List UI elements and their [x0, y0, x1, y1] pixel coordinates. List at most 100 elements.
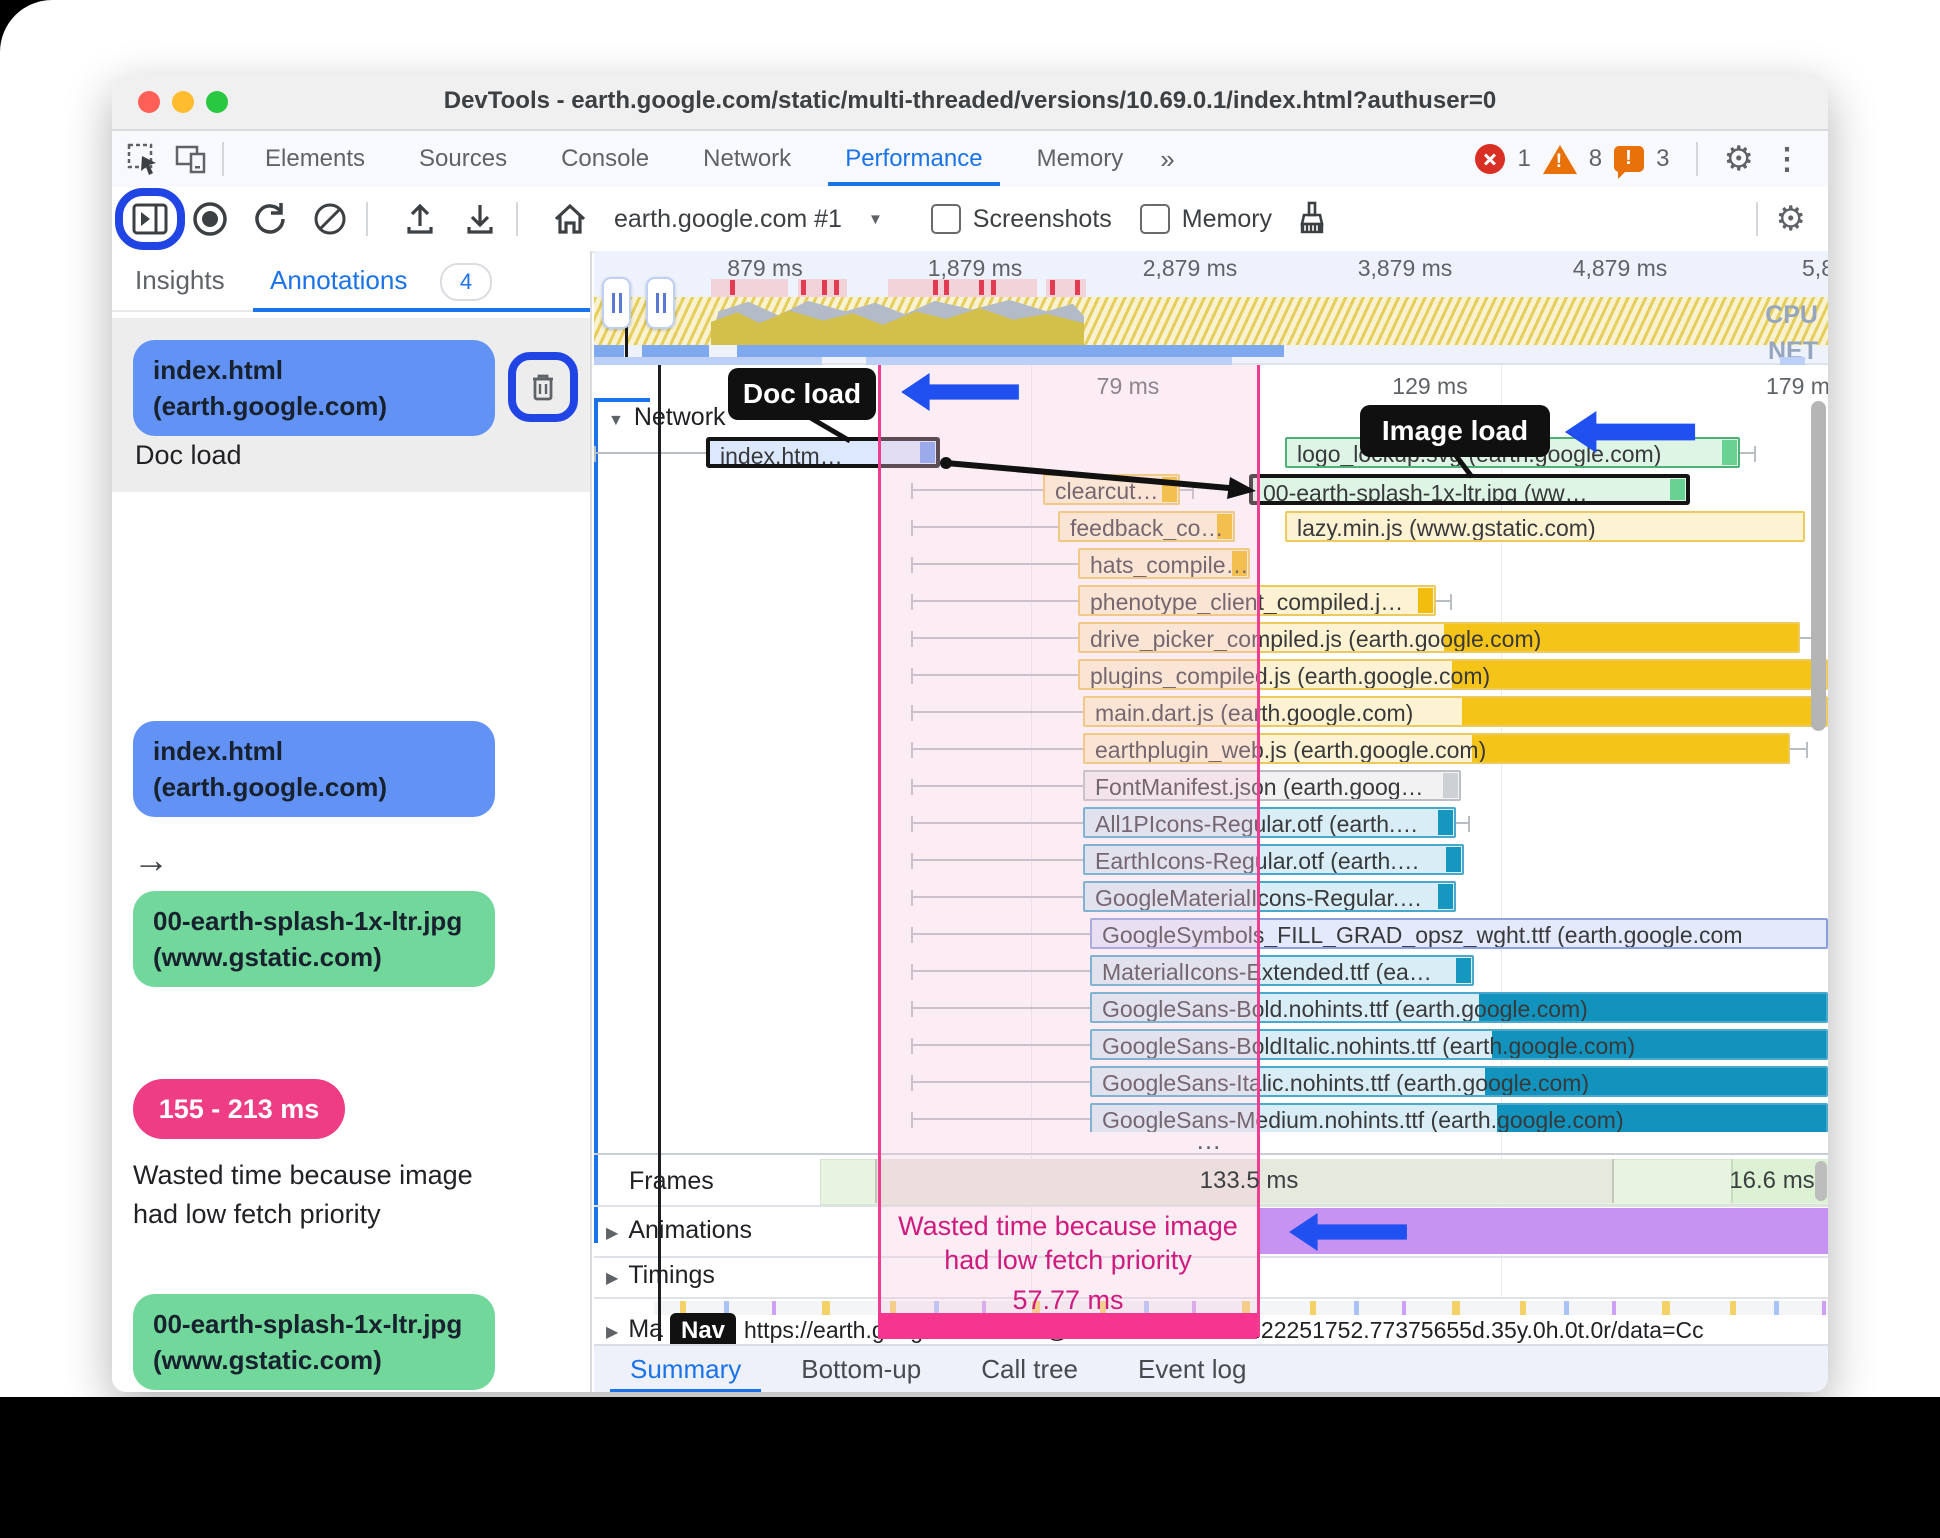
expand-rows-button[interactable]: … — [1195, 1125, 1225, 1155]
issues-icon[interactable] — [1614, 146, 1645, 179]
animations-track-label[interactable]: ▶ Animations — [606, 1216, 752, 1244]
request-lazy-min-js[interactable]: lazy.min.js (www.gstatic.com) — [1285, 511, 1805, 542]
doc-load-annotation-chip[interactable]: Doc load — [728, 368, 876, 420]
download-profile-icon[interactable] — [458, 197, 502, 241]
capture-settings-gear-icon[interactable]: ⚙ — [1775, 200, 1806, 238]
kebab-menu-icon[interactable]: ⋮ — [1772, 142, 1802, 176]
minimize-window-button[interactable] — [172, 91, 194, 113]
tab-performance[interactable]: Performance — [818, 132, 1009, 186]
overview-longtask-mark — [822, 280, 827, 295]
main-track-label[interactable]: ▶ Ma — [606, 1315, 664, 1343]
request-label: drive_picker_compiled.js (earth.google.c… — [1090, 626, 1542, 652]
timeline-overview[interactable]: 879 ms 1,879 ms 2,879 ms 3,879 ms 4,879 ms 5,… — [594, 251, 1828, 369]
request-whisker — [911, 705, 1083, 721]
error-count: 1 — [1517, 145, 1531, 172]
home-icon[interactable] — [548, 197, 592, 241]
overview-longtask-mark — [944, 280, 949, 295]
tab-bottom-up[interactable]: Bottom-up — [801, 1354, 922, 1384]
request-drive-picker[interactable]: drive_picker_compiled.js (earth.google.c… — [1078, 622, 1800, 653]
overview-longtask-mark — [834, 280, 839, 295]
memory-checkbox[interactable] — [1139, 204, 1170, 234]
close-window-button[interactable] — [138, 91, 160, 113]
wasted-time-value: 57.77 ms — [1012, 1285, 1124, 1315]
frames-scrollbar[interactable] — [1815, 1161, 1827, 1201]
annotation-pill-index-html[interactable]: index.html (earth.google.com) — [133, 340, 495, 436]
request-whisker — [911, 816, 1083, 832]
reload-record-button[interactable] — [248, 197, 292, 241]
request-transfer-segment — [1485, 1068, 1826, 1095]
annotation-label[interactable]: Doc load — [135, 440, 242, 470]
tab-sources[interactable]: Sources — [419, 145, 508, 172]
delete-annotation-button[interactable] — [508, 352, 578, 422]
request-materialicons-ext[interactable]: MaterialIcons-Extended.ttf (ea… — [1090, 955, 1474, 986]
sidebar-tabs: Insights Annotations 4 — [112, 251, 590, 312]
nav-annotation-chip[interactable]: Nav — [670, 1313, 736, 1344]
doc-load-pointer-arrow — [901, 373, 1019, 411]
annotation-pill-earth-splash[interactable]: 00-earth-splash-1x-ltr.jpg (www.gstatic.… — [133, 891, 495, 987]
request-earthplugin[interactable]: earthplugin_web.js (earth.google.com) — [1083, 733, 1790, 764]
request-gs-italic[interactable]: GoogleSans-Italic.nohints.ttf (earth.goo… — [1090, 1066, 1828, 1097]
timings-track-label[interactable]: ▶ Timings — [606, 1261, 715, 1289]
short-frame-bar[interactable] — [1731, 1159, 1828, 1203]
request-feedback[interactable]: feedback_co… — [1058, 511, 1235, 542]
long-frame-bar[interactable] — [875, 1159, 1614, 1203]
frame-duration-value: 16.6 ms — [1729, 1167, 1815, 1194]
request-gmaterialicons[interactable]: GoogleMaterialIcons-Regular.… — [1083, 881, 1456, 912]
tab-console[interactable]: Console — [561, 145, 650, 172]
frame-duration-value: 133.5 ms — [1199, 1167, 1299, 1194]
error-icon[interactable] — [1475, 144, 1506, 174]
network-scrollbar[interactable] — [1811, 401, 1826, 731]
request-label: plugins_compiled.js (earth.google.com) — [1090, 663, 1491, 689]
chevron-down-icon[interactable]: ▼ — [867, 210, 883, 228]
request-label: feedback_co… — [1070, 515, 1224, 541]
request-gs-bold[interactable]: GoogleSans-Bold.nohints.ttf (earth.googl… — [1090, 992, 1828, 1023]
request-earth-splash[interactable]: 00-earth-splash-1x-ltr.jpg (ww… — [1249, 474, 1690, 505]
annotation-entry-doc-load[interactable]: index.html (earth.google.com) Doc load — [112, 318, 590, 492]
settings-gear-icon[interactable]: ⚙ — [1723, 140, 1754, 178]
tab-elements[interactable]: Elements — [265, 145, 366, 172]
request-plugins[interactable]: plugins_compiled.js (earth.google.com) — [1078, 659, 1828, 690]
request-googlesymbols[interactable]: GoogleSymbols_FILL_GRAD_opsz_wght.ttf (e… — [1090, 918, 1828, 949]
annotation-label[interactable]: Wasted time because image had low fetch … — [133, 1160, 473, 1229]
tab-network[interactable]: Network — [703, 145, 792, 172]
more-tabs-button[interactable]: » — [1160, 143, 1177, 174]
tab-summary[interactable]: Summary — [606, 1347, 765, 1392]
annotation-pill-index-html[interactable]: index.html (earth.google.com) — [133, 721, 495, 817]
frames-track-label[interactable]: Frames — [629, 1167, 714, 1195]
overview-left-drag-handle[interactable] — [602, 277, 631, 329]
tab-insights[interactable]: Insights — [135, 265, 225, 295]
network-track-header[interactable]: ▼ Network — [608, 403, 726, 431]
inspect-element-icon[interactable] — [126, 142, 160, 176]
target-selector[interactable]: earth.google.com #1 — [614, 204, 842, 233]
clear-recording-button[interactable] — [308, 197, 352, 241]
wasted-time-text: Wasted time because image — [898, 1211, 1238, 1241]
tab-annotations[interactable]: Annotations — [270, 265, 408, 295]
warning-icon[interactable] — [1542, 144, 1577, 174]
request-gs-medium[interactable]: GoogleSans-Medium.nohints.ttf (earth.goo… — [1090, 1103, 1828, 1132]
ruler-tick-label: 79 ms — [1096, 373, 1160, 399]
tab-event-log[interactable]: Event log — [1138, 1354, 1247, 1384]
divider — [594, 1153, 1828, 1155]
image-load-annotation-chip[interactable]: Image load — [1360, 405, 1550, 457]
wasted-time-end-line — [1257, 365, 1260, 1337]
request-hats[interactable]: hats_compile… — [1078, 548, 1250, 579]
tab-call-tree[interactable]: Call tree — [981, 1354, 1079, 1384]
annotation-pill-earth-splash[interactable]: 00-earth-splash-1x-ltr.jpg (www.gstatic.… — [133, 1294, 495, 1390]
record-button[interactable] — [188, 197, 232, 241]
request-fontmanifest[interactable]: FontManifest.json (earth.goog… — [1083, 770, 1461, 801]
request-transfer-segment — [1497, 1105, 1826, 1132]
zoom-window-button[interactable] — [206, 91, 228, 113]
collect-garbage-icon[interactable] — [1290, 197, 1334, 241]
overview-right-drag-handle[interactable] — [646, 277, 675, 329]
upload-profile-icon[interactable] — [398, 197, 442, 241]
time-range-badge[interactable]: 155 - 213 ms — [133, 1079, 345, 1139]
toggle-device-toolbar-icon[interactable] — [174, 142, 208, 176]
request-all1picons[interactable]: All1PIcons-Regular.otf (earth.… — [1083, 807, 1456, 838]
request-whisker — [911, 1112, 1090, 1128]
request-main-dart[interactable]: main.dart.js (earth.google.com) — [1083, 696, 1828, 727]
toggle-sidebar-button[interactable] — [115, 188, 185, 250]
screenshots-checkbox[interactable] — [930, 204, 961, 234]
request-label: MaterialIcons-Extended.ttf (ea… — [1102, 959, 1432, 985]
tab-memory[interactable]: Memory — [1036, 145, 1124, 172]
request-gs-bolditalic[interactable]: GoogleSans-BoldItalic.nohints.ttf (earth… — [1090, 1029, 1828, 1060]
